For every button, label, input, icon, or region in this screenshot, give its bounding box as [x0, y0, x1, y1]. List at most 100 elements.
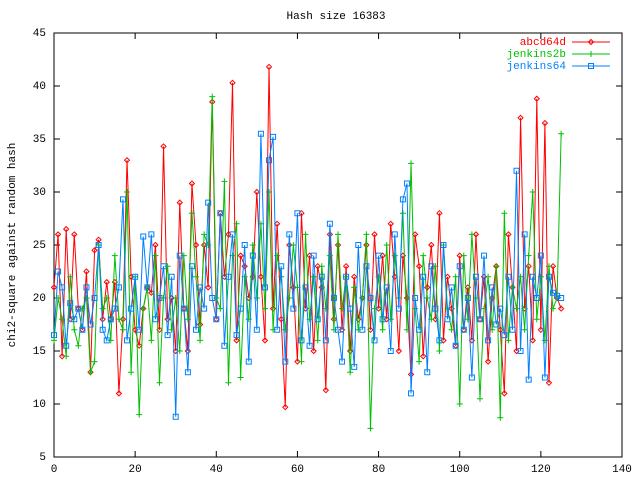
point [302, 284, 309, 291]
point [188, 210, 195, 217]
point [233, 332, 240, 339]
x-tick-label: 0 [51, 464, 58, 476]
point [505, 231, 512, 238]
point [180, 305, 187, 312]
point [416, 326, 423, 333]
point [132, 273, 139, 280]
point [249, 242, 256, 248]
point [513, 167, 520, 174]
point [428, 241, 435, 249]
point [294, 358, 301, 365]
point [436, 209, 443, 217]
point [265, 63, 273, 71]
point [456, 263, 463, 270]
point [533, 316, 540, 323]
point [359, 326, 366, 333]
point [395, 347, 403, 355]
point [91, 247, 98, 254]
point [456, 401, 463, 407]
point [351, 363, 358, 370]
point [172, 295, 179, 301]
point [383, 284, 390, 291]
point [75, 305, 82, 312]
point [477, 395, 483, 402]
point [424, 284, 431, 291]
point [257, 130, 264, 137]
point [111, 252, 118, 259]
point [415, 262, 423, 270]
point [164, 315, 171, 323]
point [533, 295, 540, 301]
point [290, 305, 297, 312]
point [148, 231, 155, 238]
point [416, 358, 423, 365]
point [346, 347, 354, 355]
point [339, 305, 346, 312]
x-tick-label: 100 [450, 464, 470, 476]
point [290, 242, 297, 248]
point [302, 231, 309, 238]
point [87, 369, 94, 376]
point [343, 273, 350, 280]
point [428, 263, 435, 270]
point [204, 284, 212, 291]
point [549, 262, 557, 270]
point [501, 332, 508, 339]
point [472, 231, 480, 238]
point [172, 413, 179, 420]
point [484, 358, 492, 365]
point [420, 273, 427, 280]
point [95, 242, 102, 248]
point [347, 369, 354, 376]
point [468, 374, 475, 381]
point [460, 252, 467, 259]
point [83, 284, 90, 291]
point [424, 295, 431, 301]
point [403, 326, 410, 333]
point [403, 294, 411, 302]
point [334, 241, 342, 249]
point [51, 337, 57, 344]
y-tick-label: 20 [33, 293, 46, 305]
point [99, 326, 106, 333]
point [91, 295, 98, 301]
point [233, 337, 240, 344]
point [436, 348, 443, 354]
point [278, 263, 285, 270]
point [335, 326, 341, 333]
point [505, 337, 512, 344]
point [545, 263, 552, 270]
point [225, 379, 232, 386]
point [71, 231, 78, 238]
point [485, 273, 492, 280]
point [387, 348, 394, 354]
point [375, 252, 382, 259]
point [391, 231, 398, 238]
point [558, 130, 565, 137]
point [184, 369, 191, 376]
point [200, 241, 208, 249]
point [136, 326, 143, 333]
point [103, 337, 110, 344]
point [115, 390, 123, 397]
point [464, 316, 471, 323]
point [533, 95, 541, 102]
point [282, 403, 289, 411]
point [525, 262, 532, 270]
point [529, 273, 536, 280]
point [115, 316, 122, 323]
point [310, 252, 317, 259]
x-tick-label: 120 [531, 464, 551, 476]
point [237, 252, 244, 259]
point [444, 316, 451, 323]
point [201, 231, 208, 238]
point [99, 305, 106, 312]
point [91, 358, 98, 365]
legend-marker [588, 51, 594, 57]
point [261, 305, 268, 312]
point [456, 252, 463, 259]
x-tick-label: 60 [291, 464, 304, 476]
point [412, 295, 419, 301]
point [282, 326, 289, 333]
